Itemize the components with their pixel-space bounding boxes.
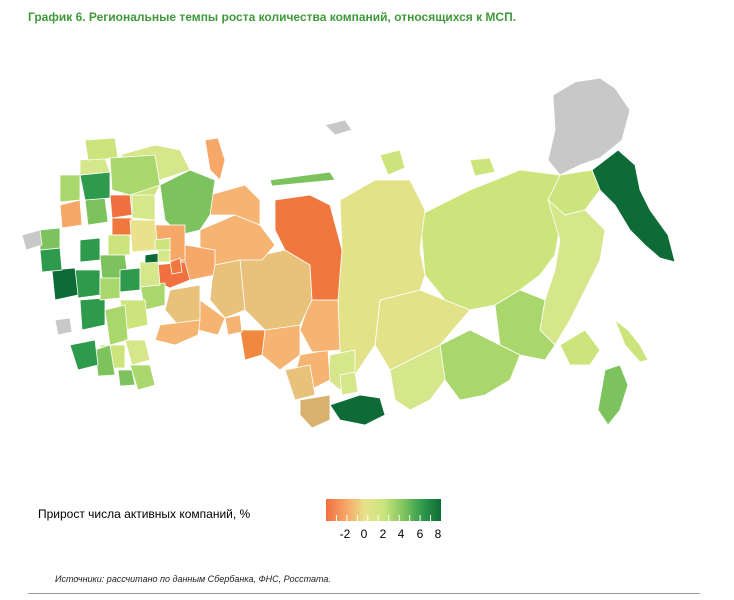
legend-tick: 4 xyxy=(397,527,405,541)
legend-tick: 8 xyxy=(434,527,442,541)
region-kaliningrad xyxy=(21,229,43,251)
region-ivanovo xyxy=(111,217,133,236)
region-khabarovsk xyxy=(539,198,606,346)
source-note: Источники: рассчитано по данным Сбербанк… xyxy=(55,574,331,584)
region-volgograd xyxy=(104,304,129,346)
region-kamchatka xyxy=(591,149,676,263)
russia-regions-map xyxy=(21,77,676,429)
region-vologda xyxy=(109,154,161,196)
region-vladimir xyxy=(107,234,131,256)
region-altai xyxy=(299,394,331,429)
bottom-divider xyxy=(28,593,700,594)
legend-tick: -2 xyxy=(339,527,351,541)
region-udmurtia xyxy=(169,257,183,275)
region-moscow-obl xyxy=(84,197,109,226)
legend-color-scale xyxy=(326,499,441,521)
region-yakutia xyxy=(419,169,561,311)
region-novosibirsk-islands xyxy=(469,157,496,177)
region-zabaykalsky xyxy=(439,329,521,401)
region-krasnodar xyxy=(69,339,99,371)
region-kostroma xyxy=(131,194,156,221)
region-lipetsk xyxy=(99,277,121,301)
region-novaya-zemlya xyxy=(204,137,226,181)
region-smolensk xyxy=(59,199,83,229)
region-yaroslavl xyxy=(109,194,133,219)
region-irkutsk xyxy=(374,289,471,371)
region-altai-krai xyxy=(284,364,316,401)
region-leningrad xyxy=(84,137,119,161)
region-novgorod xyxy=(79,157,111,176)
region-franz-josef xyxy=(324,119,353,136)
region-stavropol xyxy=(94,344,116,377)
chart-title: График 6. Региональные темпы роста колич… xyxy=(28,10,517,24)
region-yamal xyxy=(274,194,343,301)
region-tula xyxy=(79,237,101,263)
region-chechnya xyxy=(117,369,136,387)
region-pskov xyxy=(59,174,81,203)
region-jewish xyxy=(559,329,601,366)
region-omsk xyxy=(261,324,301,371)
region-tuva xyxy=(329,394,386,426)
legend-label: Прирост числа активных компаний, % xyxy=(38,507,251,521)
region-kazakhstan-border-kurgan xyxy=(224,314,243,336)
region-crimea xyxy=(54,317,73,336)
region-rostov xyxy=(79,297,106,331)
region-bashkortostan xyxy=(164,284,201,326)
region-severnaya-zemlya xyxy=(379,149,406,176)
region-kursk xyxy=(39,247,63,273)
region-astrakhan xyxy=(124,339,151,366)
region-belgorod xyxy=(51,267,79,301)
region-dagestan xyxy=(129,364,156,391)
region-bryansk xyxy=(39,227,61,251)
region-tver xyxy=(79,171,111,201)
region-khmao xyxy=(239,249,313,331)
region-sverdlovsk xyxy=(209,259,246,319)
region-khakassia xyxy=(339,371,359,396)
region-tyumen-south xyxy=(239,329,266,361)
region-arkhangelsk xyxy=(159,169,216,236)
region-voronezh xyxy=(74,269,101,299)
region-taymyr-coast xyxy=(269,171,336,187)
region-chukotka xyxy=(547,77,631,176)
legend-tick: 6 xyxy=(416,527,424,541)
region-chuvashia xyxy=(157,249,171,263)
legend-tick: 0 xyxy=(360,527,368,541)
region-tambov xyxy=(119,267,141,293)
region-penza xyxy=(139,261,161,288)
region-mari-el xyxy=(154,237,171,251)
region-sakhalin xyxy=(614,318,649,363)
legend-tick: 2 xyxy=(379,527,387,541)
region-nizhny xyxy=(129,219,159,253)
region-primorye xyxy=(597,364,629,426)
region-orenburg xyxy=(154,319,201,346)
